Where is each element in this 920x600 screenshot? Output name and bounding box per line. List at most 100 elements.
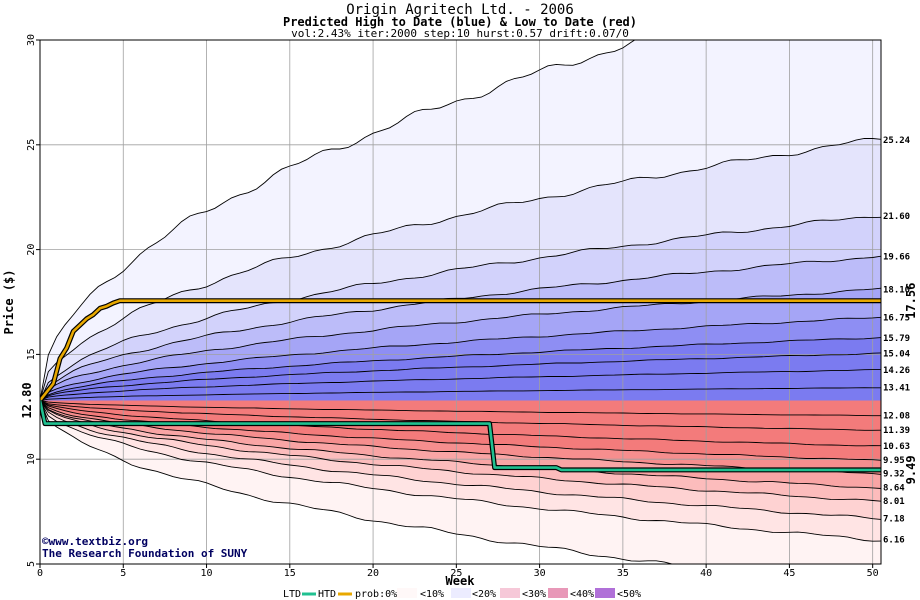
- ltd-current-label: 9.49: [904, 455, 918, 484]
- legend-htd-label: HTD: [318, 589, 336, 600]
- x-tick-label: 40: [700, 568, 712, 579]
- legend-swatch-0: [397, 588, 417, 598]
- red-band: [40, 400, 881, 564]
- quantile-value-label: 8.64: [883, 484, 905, 494]
- legend-prob-label: prob:0%: [355, 589, 397, 600]
- quantile-value-label: 10.63: [883, 442, 910, 452]
- y-tick-label: 10: [26, 453, 37, 465]
- plot-frame: [39, 39, 882, 565]
- legend-10-label: <10%: [420, 589, 444, 600]
- quantile-value-label: 6.16: [883, 536, 905, 546]
- x-tick-label: 25: [450, 568, 462, 579]
- x-tick-label: 30: [534, 568, 546, 579]
- legend: LTD HTD prob:0% <10% <20% <30% <40% <50%: [283, 588, 641, 600]
- quantile-line: [40, 137, 881, 401]
- quantile-value-label: 11.39: [883, 426, 910, 436]
- chart-params: vol:2.43% iter:2000 step:10 hurst:0.57 d…: [291, 27, 629, 40]
- quantile-line: [40, 400, 881, 447]
- x-tick-label: 5: [120, 568, 126, 579]
- legend-swatch-10: [451, 588, 471, 598]
- quantile-line: [40, 400, 881, 489]
- x-tick-label: 0: [37, 568, 43, 579]
- red-band: [40, 400, 881, 542]
- blue-band: [40, 387, 881, 401]
- credit-url: ©www.textbiz.org: [42, 535, 148, 548]
- blue-band: [40, 288, 881, 401]
- quantile-line: [40, 352, 881, 401]
- quantile-line: [40, 387, 881, 401]
- quantile-line: [40, 400, 881, 502]
- quantile-line: [40, 316, 881, 401]
- y-tick-label: 15: [26, 348, 37, 360]
- legend-swatch-40: [595, 588, 615, 598]
- quantile-value-label: 21.60: [883, 212, 910, 222]
- legend-40-label: <40%: [570, 589, 594, 600]
- quantile-line: [40, 400, 881, 475]
- quantile-value-label: 18.10: [883, 285, 910, 295]
- htd-path: [40, 299, 881, 402]
- quantile-line: [40, 337, 881, 401]
- red-band: [40, 400, 881, 416]
- red-band: [40, 400, 881, 489]
- blue-band: [40, 352, 881, 401]
- x-axis: 0 5 10 15 20 25 30 35 40 45 50: [37, 564, 879, 579]
- x-tick-label: 45: [783, 568, 795, 579]
- quantile-value-label: 19.66: [883, 253, 910, 263]
- quantile-line: [40, 400, 881, 542]
- blue-band: [40, 369, 881, 401]
- red-band: [40, 400, 881, 475]
- blue-band: [40, 337, 881, 401]
- quantile-value-label: 9.32: [883, 469, 905, 479]
- quantile-line: [40, 216, 881, 401]
- quantile-value-label: 15.79: [883, 334, 910, 344]
- blue-band: [40, 138, 881, 401]
- quantile-line: [40, 400, 675, 564]
- red-band: [40, 400, 881, 520]
- credit-org: The Research Foundation of SUNY: [42, 547, 248, 560]
- y-axis: 5 10 15 20 25 30: [26, 34, 40, 567]
- x-axis-label: Week: [446, 574, 476, 588]
- credit-block: ©www.textbiz.org The Research Foundation…: [42, 535, 248, 560]
- y-tick-label: 20: [26, 244, 37, 256]
- quantile-value-label: 9.95: [883, 456, 905, 466]
- quantile-value-label: 16.75: [883, 314, 910, 324]
- ltd-path: [40, 400, 881, 472]
- quantile-value-label: 15.04: [883, 350, 911, 360]
- start-price-label: 12.80: [20, 382, 34, 418]
- quantile-line: [40, 400, 881, 520]
- legend-swatch-30: [548, 588, 568, 598]
- quantile-value-label: 14.26: [883, 366, 910, 376]
- quantile-value-label: 7.18: [883, 514, 905, 524]
- blue-band: [40, 217, 881, 401]
- quantile-labels: 25.24 21.60 19.66 18.10 16.75 15.79 15.04 14.26…: [883, 136, 911, 546]
- y-tick-label: 30: [26, 34, 37, 46]
- red-band: [40, 400, 881, 461]
- chart-title: Origin Agritech Ltd. - 2006: [346, 2, 574, 18]
- legend-ltd-label: LTD: [283, 589, 301, 600]
- x-tick-label: 35: [617, 568, 629, 579]
- quantile-value-label: 8.01: [883, 497, 905, 507]
- legend-50-label: <50%: [617, 589, 641, 600]
- y-tick-label: 25: [26, 139, 37, 151]
- blue-band: [40, 40, 881, 401]
- y-tick-label: 5: [26, 561, 37, 567]
- blue-band: [40, 256, 881, 401]
- quantile-value-label: 13.41: [883, 384, 910, 394]
- blue-band: [40, 317, 881, 401]
- htd-ltd-paths: [40, 298, 881, 473]
- y-axis-label: Price ($): [2, 269, 16, 334]
- x-tick-label: 50: [867, 568, 879, 579]
- x-tick-label: 20: [367, 568, 379, 579]
- quantile-line: [40, 400, 881, 417]
- chart-subtitle: Predicted High to Date (blue) & Low to D…: [283, 15, 637, 29]
- htd-current-label: 17.56: [904, 283, 918, 319]
- quantile-value-label: 12.08: [883, 412, 910, 422]
- x-tick-label: 15: [284, 568, 296, 579]
- quantile-line: [40, 369, 881, 401]
- legend-30-label: <30%: [522, 589, 546, 600]
- quantile-line: [40, 40, 636, 401]
- legend-swatch-20: [500, 588, 520, 598]
- x-tick-label: 10: [201, 568, 213, 579]
- legend-20-label: <20%: [472, 589, 496, 600]
